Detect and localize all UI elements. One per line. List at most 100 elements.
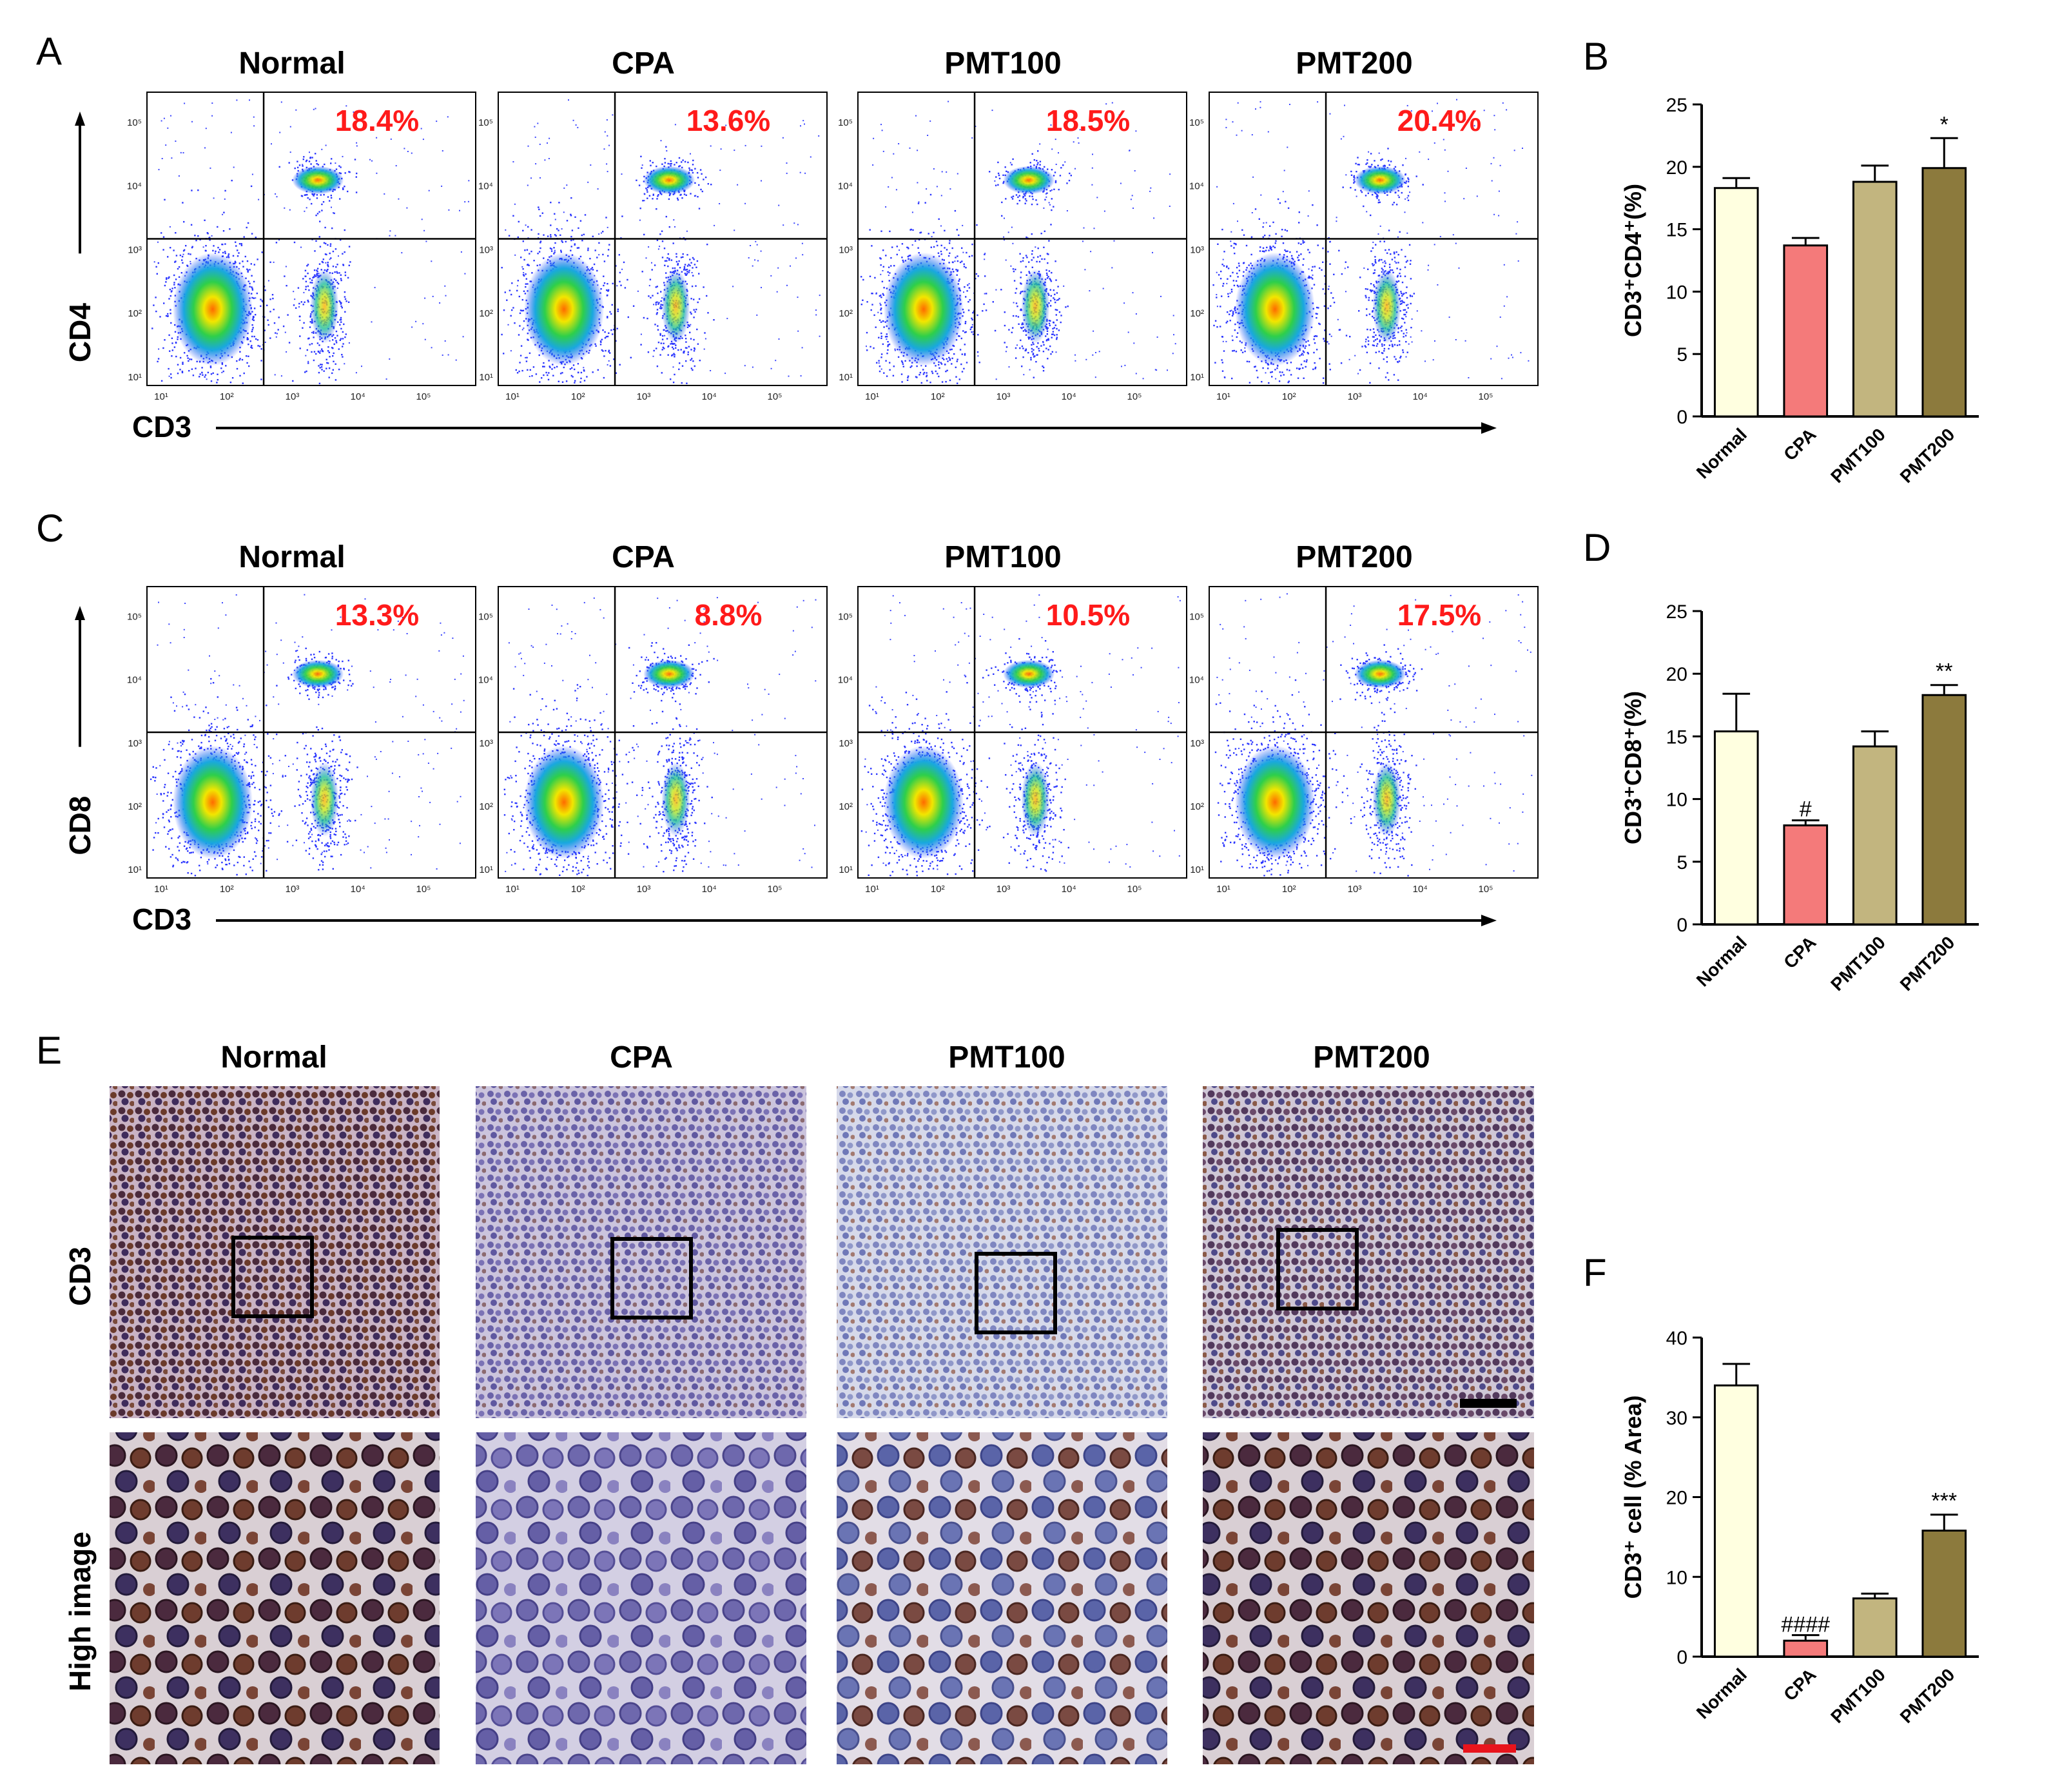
bar-chart-d: D 0 5 10 15 20 25 CD3⁺CD8⁺(%) Normal # CPA PMT100 **…: [1583, 526, 1979, 995]
category-label-normal: Normal: [1693, 1664, 1751, 1722]
y-tick: 10³: [479, 244, 493, 255]
y-tick: 10⁵: [127, 612, 142, 623]
y-axis-marker: CD8: [63, 796, 97, 855]
x-tick: 10²: [1282, 884, 1296, 895]
bar-normal: [1713, 1384, 1759, 1658]
x-tick: 10⁵: [1479, 391, 1493, 402]
x-tick: 10⁴: [1062, 391, 1076, 402]
y-tick-label: 5: [1677, 852, 1687, 873]
x-tick: 10⁵: [1479, 884, 1493, 895]
x-tick: 10³: [637, 884, 651, 895]
ihc-image-pmt200: [1203, 1086, 1534, 1418]
bar-chart-f: F 0 10 20 30 40 CD3⁺ cell (% Area) Normal #### CP…: [1583, 1251, 1979, 1727]
quadrant-percent-pmt100: 18.5%: [1046, 104, 1130, 137]
x-tick: 10⁵: [1127, 391, 1142, 402]
x-tick: 10⁴: [702, 391, 717, 402]
y-tick: 10⁴: [127, 181, 142, 192]
y-tick-label: 0: [1677, 1647, 1687, 1668]
scale-bar-red: [1463, 1744, 1516, 1753]
high-image-pmt200: [1203, 1432, 1534, 1764]
flow-events-pmt100: [860, 594, 1181, 877]
ihc-title-normal: Normal: [220, 1040, 327, 1075]
flow-events-pmt200: [1214, 593, 1533, 877]
y-tick-label: 25: [1666, 601, 1687, 623]
y-tick: 10³: [839, 738, 853, 749]
significance-cpa: #: [1800, 797, 1812, 821]
flow-events-pmt200: [1212, 99, 1530, 384]
panel-letter-a: A: [36, 30, 62, 73]
density-double-positive-normal: [292, 166, 344, 195]
x-tick: 10⁴: [1413, 884, 1428, 895]
y-tick-label: 0: [1677, 915, 1687, 936]
y-tick: 10⁴: [127, 675, 142, 686]
y-axis-marker: CD4: [63, 303, 97, 362]
category-label-cpa: CPA: [1780, 932, 1820, 972]
y-tick: 10⁵: [478, 117, 493, 128]
x-tick: 10²: [571, 391, 585, 402]
ihc-row-label-cd3: CD3: [63, 1247, 97, 1306]
density-double-positive-pmt200: [1354, 659, 1406, 688]
y-tick-label: 20: [1666, 1488, 1687, 1509]
significance-pmt200: ***: [1931, 1489, 1957, 1514]
x-tick: 10⁴: [702, 884, 717, 895]
y-tick: 10²: [1190, 308, 1204, 319]
density-main-normal: [173, 745, 253, 859]
bar-pmt200: [1921, 694, 1967, 926]
y-tick-label: 40: [1666, 1328, 1687, 1349]
bar-pmt100: [1852, 745, 1898, 926]
y-tick-label: 15: [1666, 220, 1687, 241]
y-tick: 10²: [839, 801, 853, 812]
bar-cpa: [1783, 1639, 1829, 1658]
x-tick: 10⁴: [351, 884, 365, 895]
y-tick: 10²: [479, 801, 493, 812]
flow-events-normal: [151, 99, 470, 385]
x-tick: 10¹: [1216, 884, 1230, 895]
y-axis-arrowhead: [75, 112, 85, 126]
y-tick: 10⁵: [127, 117, 142, 128]
category-label-pmt200: PMT200: [1896, 1664, 1959, 1727]
roi-box-pmt100: [975, 1252, 1057, 1334]
density-main-pmt200: [1235, 745, 1315, 859]
bar-pmt200: [1921, 1529, 1967, 1658]
y-tick: 10⁵: [1189, 612, 1204, 623]
flow-cytometry-row-cd8: Normal 13.3% 10¹ 10² 10³ 10⁴ 10⁵ 10¹ 10² 10³ 10⁴ 10…: [63, 540, 1539, 936]
flow-cytometry-row-cd4: Normal 18.4% 10¹ 10² 10³ 10⁴ 10⁵ 10¹ 10² 10³ 10⁴ 10…: [63, 46, 1539, 443]
x-tick: 10⁴: [351, 391, 365, 402]
flow-title-cpa: CPA: [612, 540, 675, 574]
x-tick: 10³: [996, 884, 1011, 895]
y-tick-label: 20: [1666, 664, 1687, 685]
density-double-positive-cpa: [643, 659, 695, 688]
density-main-cpa: [524, 252, 604, 366]
high-image-cpa: [476, 1432, 806, 1764]
density-double-positive-cpa: [643, 166, 695, 195]
flow-title-cpa: CPA: [612, 46, 675, 81]
y-tick: 10²: [839, 308, 853, 319]
x-tick: 10³: [637, 391, 651, 402]
ihc-image-normal: [110, 1086, 440, 1418]
x-tick: 10²: [571, 884, 585, 895]
flow-title-normal: Normal: [238, 46, 345, 81]
flow-events-cpa: [503, 597, 817, 877]
bar-pmt100: [1852, 1597, 1898, 1658]
y-axis-label: CD3⁺CD4⁺(%): [1620, 184, 1646, 337]
x-tick: 10⁵: [768, 884, 782, 895]
y-tick: 10⁴: [838, 181, 853, 192]
ihc-title-pmt100: PMT100: [948, 1040, 1065, 1075]
density-cd3-pmt100: [1021, 269, 1050, 344]
x-tick: 10⁴: [1413, 391, 1428, 402]
density-cd3-cpa: [661, 269, 690, 344]
x-tick: 10¹: [865, 391, 879, 402]
x-tick: 10²: [220, 884, 234, 895]
panel-letter-f: F: [1583, 1251, 1607, 1294]
x-tick: 10⁵: [768, 391, 782, 402]
flow-title-pmt200: PMT200: [1296, 46, 1412, 81]
x-tick: 10²: [931, 391, 945, 402]
y-tick: 10³: [128, 738, 142, 749]
quadrant-percent-cpa: 8.8%: [695, 598, 763, 632]
x-tick: 10⁵: [416, 884, 431, 895]
x-tick: 10¹: [865, 884, 879, 895]
x-tick: 10³: [1348, 884, 1362, 895]
density-double-positive-pmt200: [1354, 166, 1406, 195]
flow-events-cpa: [501, 99, 821, 384]
